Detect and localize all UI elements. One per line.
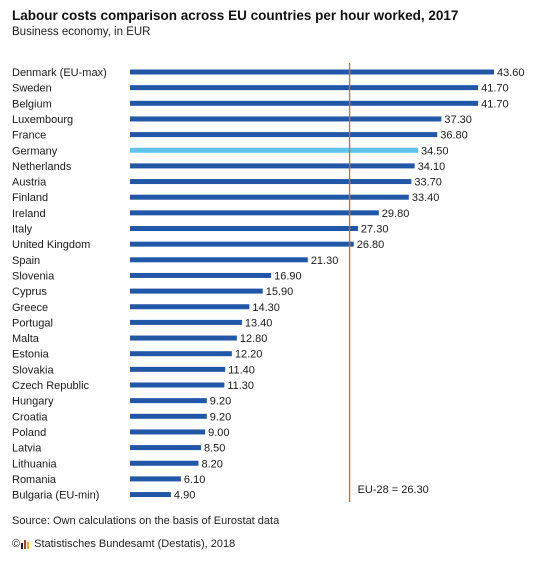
value-label: 11.30 — [227, 380, 254, 392]
category-label: Cyprus — [12, 286, 47, 298]
value-label: 21.30 — [311, 255, 339, 267]
bar-slovakia — [130, 366, 226, 372]
bar-france — [130, 132, 438, 138]
bar-latvia — [130, 445, 201, 451]
bar-luxembourg — [130, 116, 442, 122]
value-label: 34.50 — [421, 145, 449, 157]
category-label: United Kingdom — [12, 239, 90, 251]
bar-czech-republic — [130, 382, 225, 388]
value-label: 33.70 — [414, 177, 442, 189]
bar-belgium — [130, 100, 479, 106]
bar-estonia — [130, 351, 232, 357]
chart-title: Labour costs comparison across EU countr… — [12, 8, 459, 23]
category-label: Italy — [12, 224, 33, 236]
category-label: Spain — [12, 255, 40, 267]
chart-subtitle: Business economy, in EUR — [12, 26, 151, 38]
source-note: Source: Own calculations on the basis of… — [12, 515, 280, 527]
value-label: 12.80 — [240, 333, 268, 345]
category-label: Portugal — [12, 317, 53, 329]
value-label: 6.10 — [184, 474, 205, 486]
category-label: Luxembourg — [12, 114, 73, 126]
destatis-logo-icon — [21, 539, 30, 549]
value-label: 26.80 — [357, 239, 385, 251]
value-label: 34.10 — [418, 161, 446, 173]
value-label: 27.30 — [361, 224, 389, 236]
category-label: Greece — [12, 302, 48, 314]
category-label: Croatia — [12, 411, 48, 423]
value-label: 37.30 — [444, 114, 472, 126]
category-label: Ireland — [12, 208, 46, 220]
bar-chart: Denmark (EU-max) 43.60 Sweden 41.70 Belgium 4… — [12, 63, 525, 502]
value-label: 11.40 — [228, 364, 255, 376]
value-label: 16.90 — [274, 270, 302, 282]
value-label: 12.20 — [235, 349, 263, 361]
bar-romania — [130, 476, 181, 482]
bar-portugal — [130, 319, 242, 325]
category-label: Denmark (EU-max) — [12, 67, 107, 79]
bar-finland — [130, 194, 409, 200]
value-label: 9.20 — [210, 411, 231, 423]
eu-average-label: EU-28 = 26.30 — [358, 484, 429, 496]
category-label: Bulgaria (EU-min) — [12, 490, 99, 502]
bar-malta — [130, 335, 237, 341]
value-label: 8.20 — [201, 458, 222, 470]
category-label: Malta — [12, 333, 40, 345]
category-label: Finland — [12, 192, 48, 204]
value-label: 33.40 — [412, 192, 440, 204]
value-label: 29.80 — [382, 208, 410, 220]
category-label: Netherlands — [12, 161, 72, 173]
category-label: France — [12, 130, 46, 142]
value-label: 9.00 — [208, 427, 229, 439]
category-label: Poland — [12, 427, 46, 439]
copyright-symbol: © — [12, 538, 21, 550]
value-label: 43.60 — [497, 67, 525, 79]
bar-sweden — [130, 85, 479, 91]
bar-ireland — [130, 210, 379, 216]
bar-italy — [130, 226, 358, 231]
bar-croatia — [130, 413, 207, 419]
bar-austria — [130, 179, 412, 185]
value-label: 8.50 — [204, 443, 225, 455]
category-label: Slovakia — [12, 364, 54, 376]
category-label: Belgium — [12, 98, 52, 110]
copyright-line: © Statistisches Bundesamt (Destatis), 20… — [12, 538, 235, 550]
value-label: 4.90 — [174, 490, 195, 502]
bar-denmark-eu-max — [130, 69, 494, 75]
bar-slovenia — [130, 272, 272, 278]
value-label: 15.90 — [266, 286, 294, 298]
bar-spain — [130, 257, 308, 263]
bar-netherlands — [130, 163, 415, 169]
value-label: 14.30 — [252, 302, 280, 314]
value-label: 41.70 — [481, 83, 509, 95]
value-label: 9.20 — [210, 396, 231, 408]
bar-lithuania — [130, 460, 199, 466]
value-label: 36.80 — [440, 130, 468, 142]
bar-poland — [130, 429, 206, 435]
category-label: Romania — [12, 474, 57, 486]
value-label: 13.40 — [245, 317, 273, 329]
value-label: 41.70 — [481, 98, 509, 110]
bar-germany — [130, 147, 419, 153]
category-label: Hungary — [12, 396, 54, 408]
category-label: Germany — [12, 145, 58, 157]
bar-cyprus — [130, 288, 263, 294]
category-label: Czech Republic — [12, 380, 90, 392]
category-label: Lithuania — [12, 458, 58, 470]
category-label: Sweden — [12, 83, 52, 95]
category-label: Austria — [12, 177, 47, 189]
bar-hungary — [130, 398, 207, 404]
category-label: Latvia — [12, 443, 42, 455]
bar-greece — [130, 304, 250, 310]
bar-bulgaria-eu-min — [130, 492, 171, 498]
category-label: Estonia — [12, 349, 50, 361]
bar-united-kingdom — [130, 241, 354, 247]
category-label: Slovenia — [12, 270, 55, 282]
copyright-text: Statistisches Bundesamt (Destatis), 2018 — [34, 538, 236, 550]
